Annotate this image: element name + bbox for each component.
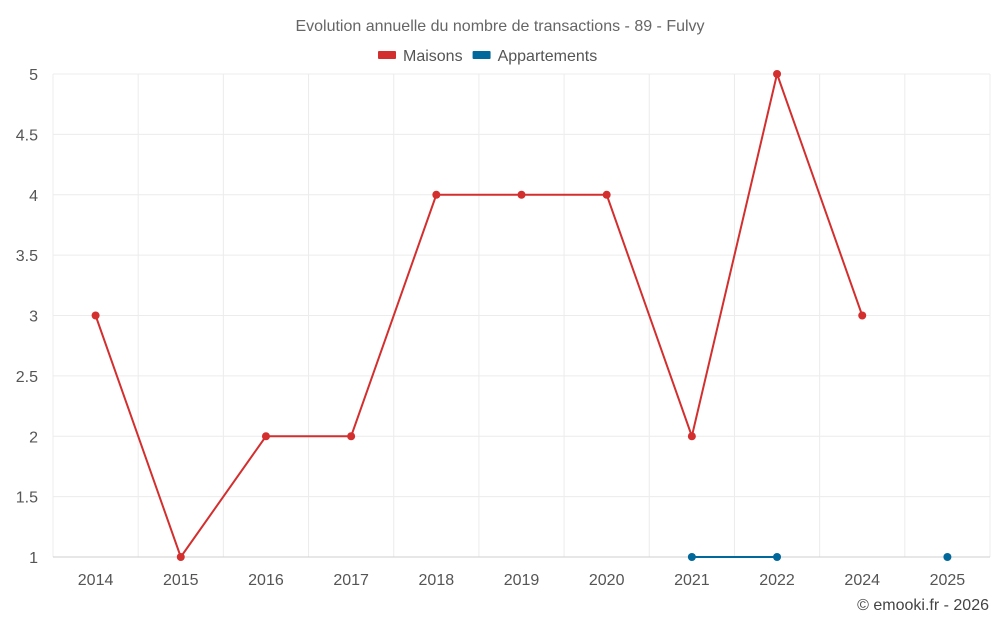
grid <box>52 73 991 558</box>
x-tick-label: 2025 <box>930 572 966 589</box>
data-point[interactable] <box>687 553 696 561</box>
x-tick-label: 2018 <box>419 572 455 589</box>
data-point[interactable] <box>517 190 526 199</box>
y-tick-label: 4 <box>29 188 38 205</box>
x-tick-label: 2022 <box>759 572 795 589</box>
data-point[interactable] <box>602 190 611 199</box>
legend-swatch <box>472 51 491 59</box>
legend-item-appartements[interactable]: Appartements <box>472 48 598 65</box>
data-point[interactable] <box>687 432 696 441</box>
data-point[interactable] <box>432 190 441 199</box>
y-tick-label: 4.5 <box>16 127 38 144</box>
legend-swatch <box>378 51 396 59</box>
y-axis: 1 1.5 2 2.5 3 3.5 4 4.5 5 <box>16 67 38 567</box>
series-line <box>94 73 864 558</box>
x-tick-label: 2024 <box>844 572 880 589</box>
legend-label: Appartements <box>498 48 598 65</box>
y-tick-label: 2 <box>29 429 38 446</box>
data-point[interactable] <box>91 311 100 320</box>
x-tick-label: 2014 <box>78 572 114 589</box>
chart-title: Evolution annuelle du nombre de transact… <box>295 18 704 35</box>
x-tick-label: 2015 <box>163 572 199 589</box>
x-tick-label: 2017 <box>333 572 369 589</box>
legend-label: Maisons <box>403 48 463 65</box>
data-point[interactable] <box>261 432 270 441</box>
x-axis: 2014 2015 2016 2017 2018 2019 2020 2021 2022 2024… <box>53 556 990 589</box>
data-point[interactable] <box>858 311 867 320</box>
y-tick-label: 3.5 <box>16 248 38 265</box>
plot-area <box>91 70 952 561</box>
legend-item-maisons[interactable]: Maisons <box>378 48 463 65</box>
y-tick-label: 2.5 <box>16 369 38 386</box>
credit: © emooki.fr - 2026 <box>857 597 989 614</box>
data-point[interactable] <box>773 70 782 78</box>
data-point[interactable] <box>943 553 952 561</box>
series-maisons <box>91 70 867 561</box>
y-tick-label: 3 <box>29 309 38 326</box>
series-appartements <box>687 553 952 561</box>
data-point[interactable] <box>176 553 185 561</box>
y-tick-label: 1.5 <box>16 490 38 507</box>
y-tick-label: 1 <box>29 550 38 567</box>
x-tick-label: 2016 <box>248 572 284 589</box>
x-tick-label: 2021 <box>674 572 710 589</box>
data-point[interactable] <box>773 553 782 561</box>
data-point[interactable] <box>347 432 356 441</box>
x-tick-label: 2020 <box>589 572 625 589</box>
y-tick-label: 5 <box>29 67 38 84</box>
legend: Maisons Appartements <box>378 48 597 65</box>
x-tick-label: 2019 <box>504 572 540 589</box>
